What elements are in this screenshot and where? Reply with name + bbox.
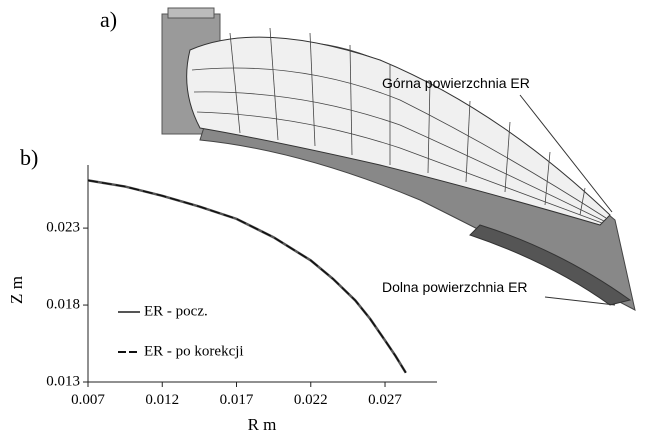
x-tick-label: 0.012 [145, 392, 179, 408]
figure: a) Górna powierzchnia ER Dolna powierzch… [0, 0, 653, 441]
y-tick-label: 0.018 [46, 296, 80, 312]
annotation: Dolna powierzchnia ER [382, 279, 528, 295]
panel-label: b) [20, 145, 38, 170]
x-tick-label: 0.007 [71, 392, 105, 408]
annotation: Górna powierzchnia ER [382, 75, 530, 91]
y-tick-label: 0.013 [46, 373, 80, 389]
x-axis-label: R m [248, 415, 277, 434]
x-tick-label: 0.027 [368, 392, 402, 408]
legend-label: ER - po korekcji [144, 343, 244, 359]
legend-label: ER - pocz. [144, 303, 208, 319]
y-axis-label: Z m [7, 276, 26, 304]
y-tick-label: 0.023 [46, 220, 80, 236]
panel-label: a) [100, 7, 117, 32]
x-tick-label: 0.022 [294, 392, 328, 408]
blade-drawing [162, 8, 635, 310]
series-line [88, 180, 406, 372]
x-tick-label: 0.017 [220, 392, 254, 408]
series-line [88, 180, 406, 372]
